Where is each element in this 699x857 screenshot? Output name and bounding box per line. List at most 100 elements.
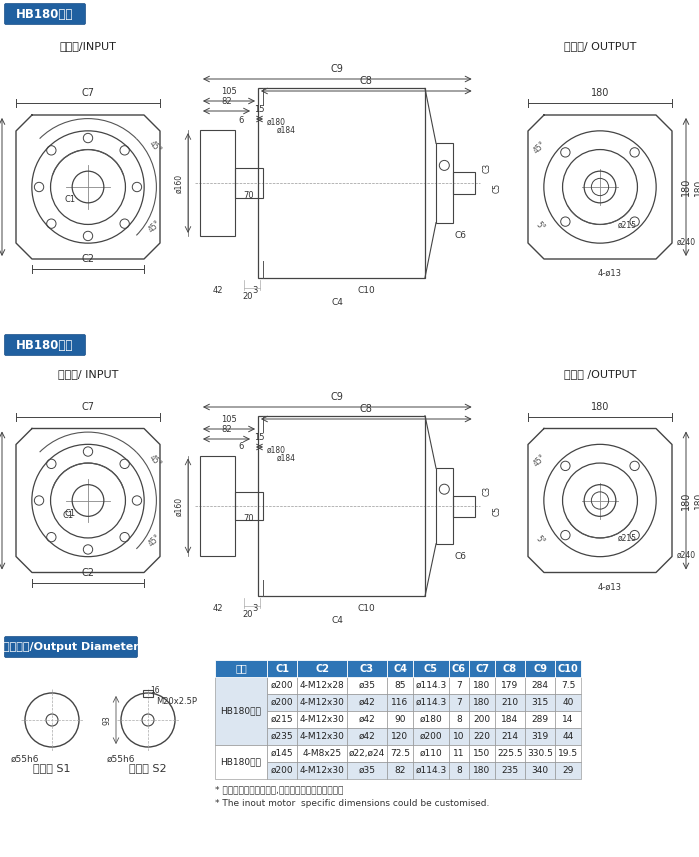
Text: 7.5: 7.5 (561, 681, 575, 690)
Bar (297, 694, 347, 711)
Bar (235, 492, 263, 520)
Bar (267, 728, 297, 745)
Text: 180: 180 (681, 491, 691, 510)
Bar (387, 711, 413, 728)
Bar (525, 694, 555, 711)
Text: 70: 70 (244, 191, 254, 200)
Bar (449, 677, 469, 694)
Text: 180: 180 (473, 766, 491, 775)
Text: 5°: 5° (534, 220, 547, 233)
Text: 82: 82 (221, 425, 232, 434)
Text: 输入端/INPUT: 输入端/INPUT (59, 41, 117, 51)
Text: C1: C1 (64, 195, 75, 205)
Bar (449, 660, 469, 677)
Bar (449, 711, 469, 728)
Bar (449, 745, 469, 762)
Text: 179: 179 (501, 681, 519, 690)
Bar (297, 728, 347, 745)
Bar (469, 762, 495, 779)
Text: 4-M12x30: 4-M12x30 (300, 732, 345, 741)
Bar (200, 130, 235, 236)
Bar (387, 660, 413, 677)
Text: 82: 82 (394, 766, 405, 775)
Text: ø184: ø184 (277, 126, 296, 135)
Text: 8: 8 (456, 766, 462, 775)
Bar (258, 416, 425, 596)
Bar (413, 677, 449, 694)
Text: ø200: ø200 (271, 766, 294, 775)
Bar (436, 468, 452, 544)
Text: 6: 6 (238, 441, 243, 451)
FancyBboxPatch shape (4, 334, 85, 356)
Text: 180: 180 (591, 88, 610, 98)
Text: 235: 235 (501, 766, 519, 775)
Text: 340: 340 (531, 766, 549, 775)
Bar (413, 711, 449, 728)
Bar (267, 694, 297, 711)
Text: 105: 105 (221, 87, 237, 96)
Text: 5°: 5° (534, 534, 547, 547)
Bar (495, 728, 525, 745)
Text: 输出端/ OUTPUT: 输出端/ OUTPUT (564, 41, 636, 51)
Bar (413, 728, 449, 745)
Text: 10: 10 (453, 732, 465, 741)
Text: C10: C10 (357, 604, 375, 614)
Text: 180: 180 (694, 178, 699, 195)
Bar (469, 711, 495, 728)
Bar (235, 168, 263, 198)
Text: HB180双段: HB180双段 (16, 339, 73, 351)
Text: 15: 15 (254, 433, 265, 442)
Text: ø55h6: ø55h6 (10, 755, 39, 764)
Text: ø160: ø160 (175, 173, 184, 193)
Bar (469, 677, 495, 694)
Bar (267, 711, 297, 728)
Text: ø145: ø145 (271, 749, 294, 758)
Text: 105: 105 (221, 415, 237, 424)
Bar (525, 728, 555, 745)
Text: C5: C5 (493, 506, 502, 516)
Text: ø180: ø180 (266, 446, 285, 455)
Bar (525, 711, 555, 728)
Text: 85: 85 (394, 681, 405, 690)
Text: HB180单段: HB180单段 (16, 8, 73, 21)
Bar (413, 762, 449, 779)
Text: 19.5: 19.5 (558, 749, 578, 758)
Bar (495, 762, 525, 779)
Text: 6: 6 (238, 117, 243, 125)
Text: ø240: ø240 (677, 551, 696, 560)
Text: 214: 214 (501, 732, 519, 741)
Text: ø35: ø35 (359, 681, 375, 690)
Text: ø200: ø200 (271, 698, 294, 707)
Bar (555, 728, 581, 745)
Text: ø22,ø24: ø22,ø24 (349, 749, 385, 758)
Bar (215, 745, 267, 779)
Bar (449, 728, 469, 745)
Text: ø215: ø215 (618, 220, 637, 230)
Text: ø114.3: ø114.3 (415, 766, 447, 775)
Text: C10: C10 (558, 663, 578, 674)
Bar (555, 711, 581, 728)
Text: ø114.3: ø114.3 (415, 698, 447, 707)
Bar (297, 677, 347, 694)
Text: 轴型式 S1: 轴型式 S1 (34, 763, 71, 773)
Text: ø42: ø42 (359, 732, 375, 741)
Text: 4-M12x30: 4-M12x30 (300, 715, 345, 724)
Text: 45°: 45° (147, 452, 163, 469)
Text: 82: 82 (221, 97, 232, 106)
Text: C10: C10 (357, 285, 375, 295)
Text: C1: C1 (64, 509, 75, 518)
Bar (555, 660, 581, 677)
Text: 180: 180 (681, 177, 691, 196)
Bar (525, 762, 555, 779)
Text: 45°: 45° (147, 140, 163, 155)
Text: 45°: 45° (532, 140, 548, 155)
Bar (413, 694, 449, 711)
Text: ø240: ø240 (677, 237, 696, 247)
Text: 轴型式 S2: 轴型式 S2 (129, 763, 167, 773)
Text: 20: 20 (243, 291, 253, 301)
Text: 4-ø13: 4-ø13 (598, 583, 622, 591)
Text: 45°: 45° (532, 452, 548, 469)
Text: 输入端/ INPUT: 输入端/ INPUT (58, 369, 118, 379)
Text: C1: C1 (62, 511, 73, 520)
Text: 7: 7 (456, 698, 462, 707)
